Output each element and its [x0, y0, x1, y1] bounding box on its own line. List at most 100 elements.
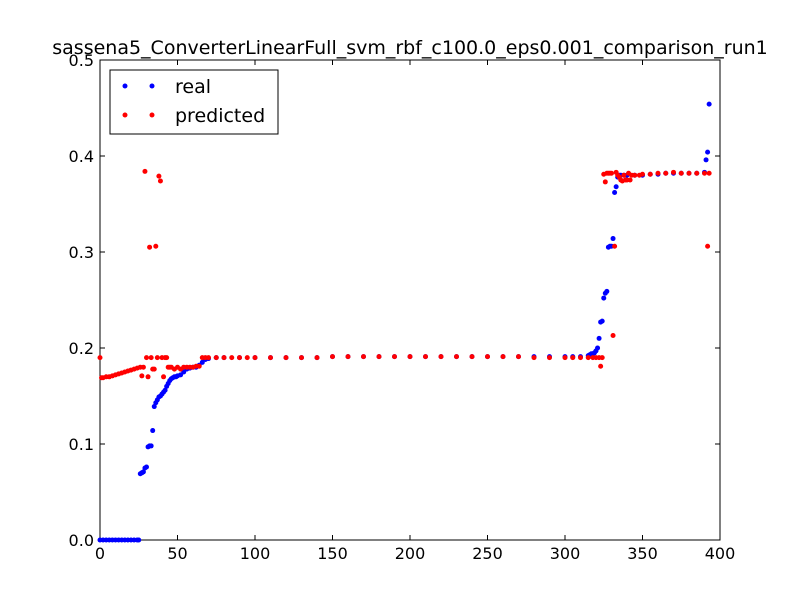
data-point-predicted [485, 354, 490, 360]
x-tick-label: 150 [317, 544, 348, 563]
data-point-predicted [330, 354, 335, 360]
legend-marker-predicted [149, 112, 155, 118]
data-point-real [595, 345, 601, 351]
data-point-predicted [706, 170, 712, 176]
data-point-predicted [438, 354, 444, 360]
data-point-real [140, 469, 146, 475]
y-tick-label: 0.4 [69, 147, 94, 166]
y-tick-label: 0.0 [69, 531, 94, 550]
data-point-predicted [627, 177, 633, 183]
data-point-predicted [407, 354, 413, 360]
legend: real predicted [109, 69, 279, 135]
data-point-predicted [647, 171, 653, 177]
data-point-predicted [694, 170, 700, 176]
data-point-predicted [161, 374, 167, 380]
x-tick-label: 250 [472, 544, 503, 563]
legend-label-predicted: predicted [175, 105, 265, 127]
plot-area-frame [99, 59, 721, 541]
data-point-real [610, 236, 616, 242]
data-point-predicted [602, 179, 608, 185]
x-tick-label: 350 [627, 544, 658, 563]
data-point-predicted [299, 355, 304, 361]
data-point-predicted [283, 355, 289, 361]
data-point-predicted [621, 172, 627, 178]
data-point-predicted [547, 355, 552, 361]
data-point-predicted [213, 355, 219, 361]
data-point-predicted [686, 170, 692, 176]
data-point-predicted [314, 355, 320, 361]
data-point-predicted [154, 355, 160, 361]
data-point-predicted [345, 354, 351, 360]
data-point-predicted [139, 373, 145, 379]
x-tick-label: 400 [705, 544, 736, 563]
data-point-real [599, 318, 605, 324]
data-point-real [705, 149, 711, 155]
data-point-real [703, 157, 709, 163]
data-point-predicted [268, 355, 273, 361]
data-point-predicted [206, 355, 211, 361]
data-point-predicted [423, 354, 428, 360]
data-point-predicted [585, 355, 591, 361]
data-point-predicted [142, 168, 148, 174]
data-point-real [136, 537, 142, 543]
x-tick-label: 200 [395, 544, 426, 563]
data-point-predicted [610, 333, 616, 339]
data-point-predicted [97, 355, 103, 361]
data-point-predicted [376, 354, 382, 360]
x-tick-label: 50 [167, 544, 187, 563]
data-point-real [151, 404, 157, 410]
data-point-predicted [144, 355, 149, 361]
data-point-predicted [148, 355, 154, 361]
data-point-predicted [361, 354, 366, 360]
data-point-predicted [392, 354, 397, 360]
legend-box [109, 69, 279, 135]
y-axis: 0.0 0.1 0.2 0.3 0.4 0.5 [69, 51, 720, 550]
legend-marker-predicted [122, 112, 128, 118]
data-point-real [150, 428, 156, 434]
chart-title: sassena5_ConverterLinearFull_svm_rbf_c10… [52, 37, 768, 59]
data-point-predicted [705, 243, 711, 249]
data-point-predicted [598, 363, 604, 369]
y-tick-label: 0.5 [69, 51, 94, 70]
data-point-predicted [632, 172, 638, 178]
data-point-predicted [516, 354, 521, 360]
data-point-predicted [599, 355, 605, 361]
x-tick-label: 100 [240, 544, 271, 563]
data-point-predicted [531, 355, 537, 361]
y-tick-label: 0.2 [69, 339, 94, 358]
data-point-predicted [140, 364, 146, 370]
x-tick-label: 0 [95, 544, 105, 563]
data-point-predicted [612, 243, 618, 249]
data-point-predicted [469, 354, 475, 360]
data-point-real [144, 464, 149, 470]
data-point-predicted [153, 243, 159, 249]
data-point-real [162, 387, 168, 393]
data-point-real [706, 101, 712, 107]
data-point-predicted [562, 355, 568, 361]
data-point-predicted [609, 170, 614, 176]
data-point-real [612, 189, 618, 195]
data-point-predicted [229, 355, 235, 361]
data-point-predicted [640, 171, 645, 177]
data-point-predicted [244, 355, 250, 361]
series-predicted [97, 168, 712, 381]
legend-label-real: real [175, 76, 211, 98]
y-tick-label: 0.1 [69, 435, 94, 454]
data-points [97, 101, 712, 543]
legend-marker-real [149, 83, 155, 89]
data-point-predicted [578, 355, 583, 361]
data-point-predicted [156, 173, 162, 179]
data-point-predicted [157, 178, 163, 184]
data-point-predicted [678, 170, 684, 176]
data-point-real [596, 335, 602, 341]
x-tick-label: 300 [550, 544, 581, 563]
data-point-predicted [147, 244, 153, 250]
data-point-predicted [655, 170, 661, 176]
data-point-predicted [663, 170, 669, 176]
data-point-predicted [500, 354, 506, 360]
data-point-predicted [702, 170, 707, 176]
data-point-real [148, 443, 154, 449]
data-point-predicted [237, 355, 242, 361]
data-point-predicted [145, 374, 151, 380]
